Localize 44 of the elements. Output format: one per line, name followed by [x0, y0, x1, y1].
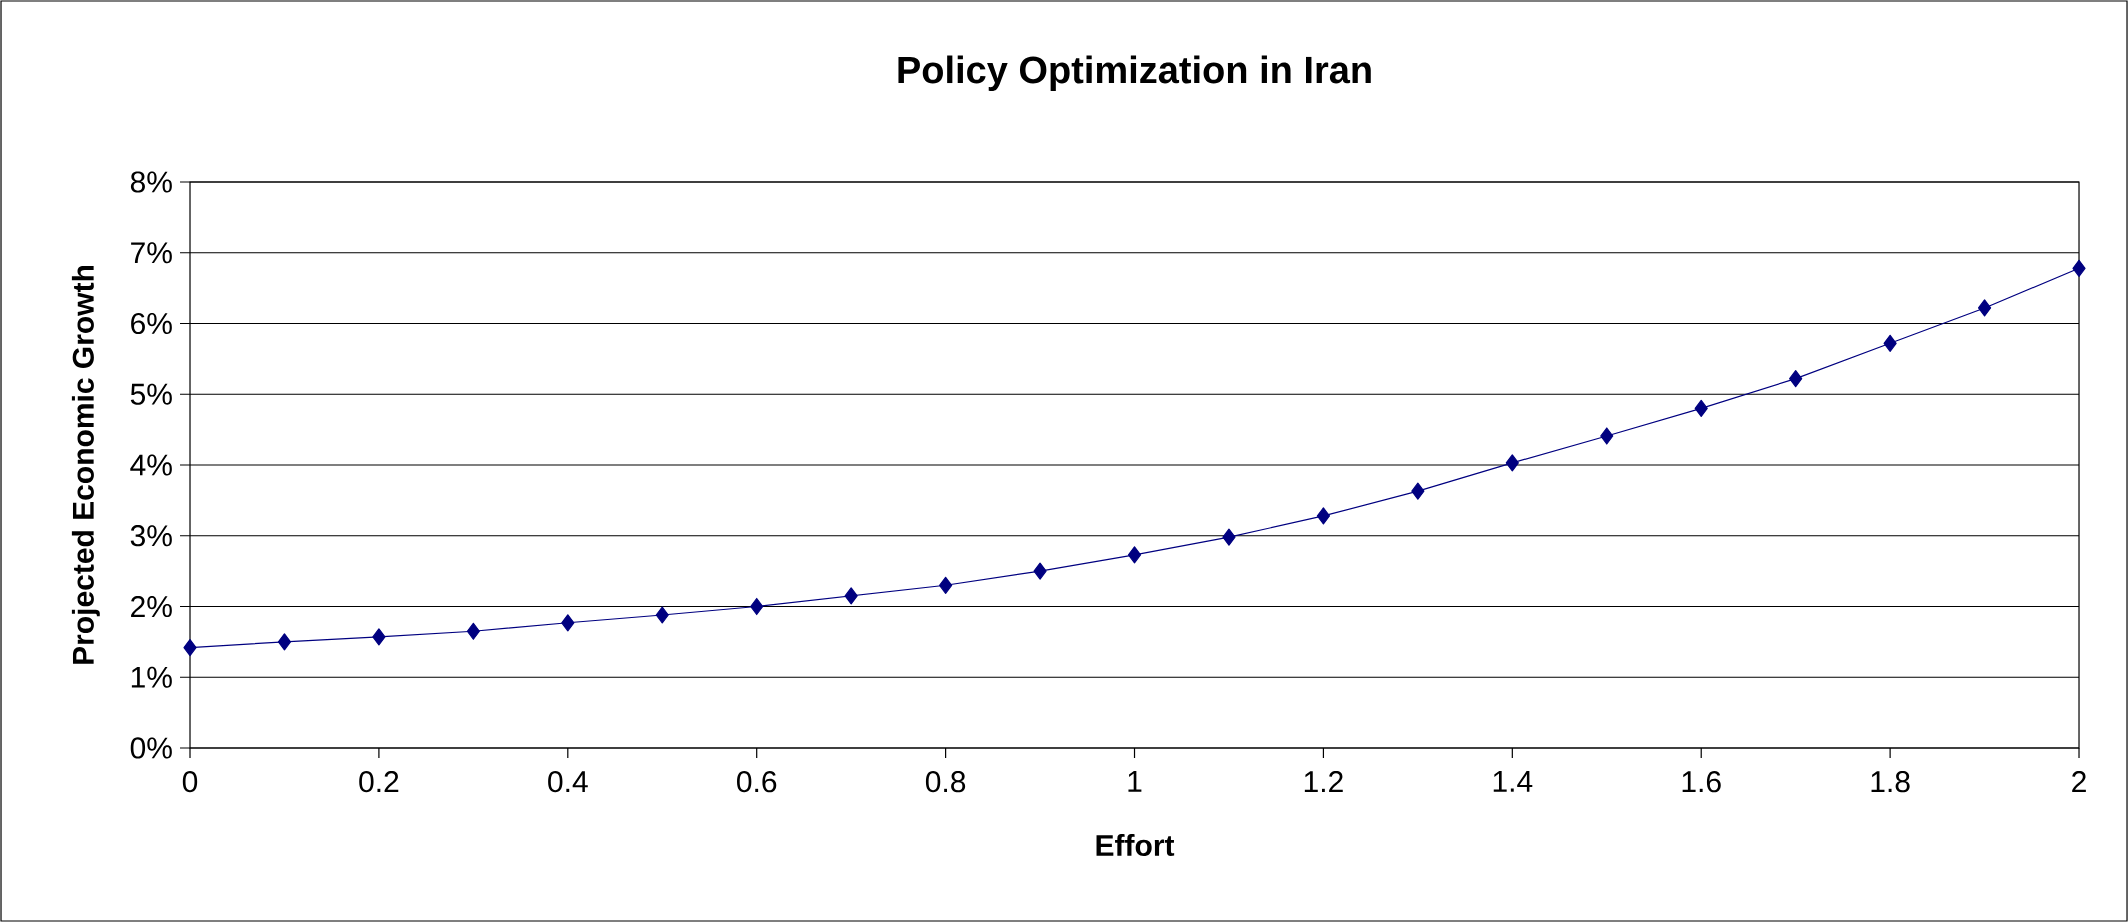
y-tick-label: 1% — [131, 666, 172, 688]
point — [561, 614, 575, 632]
x-tick-label: 1.2 — [1304, 771, 1343, 793]
y-axis-title: Projected Economic Growth — [71, 266, 100, 664]
point — [1600, 427, 1614, 445]
point — [1411, 482, 1425, 500]
point — [466, 622, 480, 640]
x-tick-label: 0.4 — [548, 771, 588, 793]
point — [844, 587, 858, 605]
y-tick-label: 6% — [131, 312, 172, 335]
point — [655, 606, 669, 624]
point — [750, 597, 764, 616]
point — [1316, 507, 1331, 525]
point — [1694, 399, 1708, 418]
x-tick-label: 1 — [1128, 771, 1142, 792]
y-tick-label: 2% — [131, 595, 172, 618]
point — [1789, 370, 1803, 388]
x-tick-label: 0.6 — [737, 771, 777, 793]
point — [1033, 562, 1047, 580]
x-axis-title: Effort — [1096, 834, 1175, 857]
y-tick-label: 5% — [130, 383, 172, 405]
point — [1977, 299, 1992, 317]
point — [939, 576, 953, 594]
y-tick-label: 0% — [130, 737, 172, 759]
x-tick-label: 0.2 — [359, 771, 399, 793]
x-tick-label: 0.8 — [925, 771, 966, 793]
point — [1127, 546, 1142, 564]
x-tick-label: 1.8 — [1871, 771, 1910, 793]
x-tick-label: 1.6 — [1682, 771, 1721, 793]
y-tick-label: 7% — [131, 242, 172, 264]
point — [372, 628, 386, 646]
point — [183, 638, 197, 657]
point — [1883, 334, 1897, 352]
x-tick-label: 1.4 — [1493, 771, 1533, 792]
point — [1505, 454, 1519, 472]
chart-title: Policy Optimization in Iran — [898, 55, 1371, 91]
point — [2072, 259, 2086, 277]
y-tick-label: 4% — [130, 454, 172, 476]
point — [277, 633, 292, 651]
point — [1222, 528, 1236, 546]
y-tick-label: 3% — [130, 525, 172, 547]
x-tick-label: 2 — [2072, 771, 2086, 793]
y-tick-label: 8% — [130, 171, 172, 193]
x-tick-label: 0 — [182, 771, 198, 793]
